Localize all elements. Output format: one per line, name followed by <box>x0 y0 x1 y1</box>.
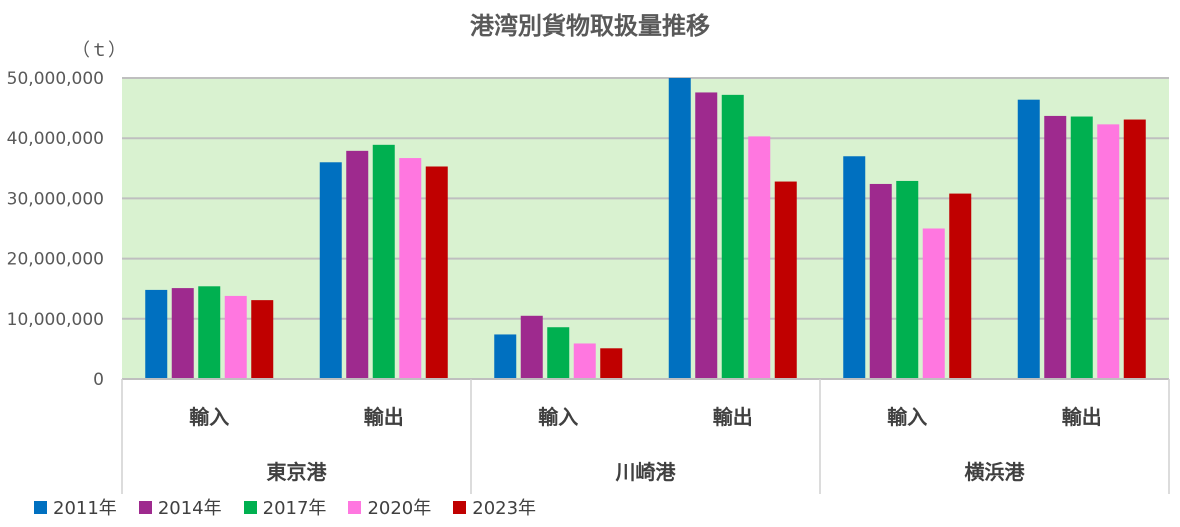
bar <box>748 136 771 379</box>
bar <box>721 94 744 379</box>
x-category-label: 輸出 <box>364 405 404 429</box>
bar <box>520 315 543 379</box>
legend-label: 2014年 <box>157 498 222 519</box>
legend-swatch <box>34 500 47 514</box>
legend-item: 2017年 <box>243 494 327 520</box>
bar <box>425 166 448 379</box>
legend-label: 2023年 <box>472 498 537 519</box>
bar <box>1070 116 1093 379</box>
bar <box>494 334 517 379</box>
bar <box>399 158 422 379</box>
bar <box>1044 115 1067 380</box>
x-group-label: 川崎港 <box>615 460 677 484</box>
legend-item: 2011年 <box>34 494 117 520</box>
bar <box>774 181 797 379</box>
bar <box>922 228 945 379</box>
y-tick-label: 30,000,000 <box>7 189 104 209</box>
x-category-label: 輸入 <box>538 405 578 429</box>
x-category-label: 輸出 <box>713 405 753 429</box>
y-tick-label: 20,000,000 <box>7 250 104 270</box>
legend-item: 2023年 <box>453 494 536 520</box>
legend-swatch <box>348 500 362 514</box>
bar <box>198 286 221 379</box>
legend-item: 2020年 <box>348 494 431 520</box>
x-category-label: 輸入 <box>887 405 927 429</box>
bar <box>319 162 342 379</box>
bar <box>1123 119 1146 380</box>
legend-label: 2017年 <box>262 498 327 519</box>
gridlines <box>122 77 1169 320</box>
bar <box>843 156 866 379</box>
bar <box>547 327 570 379</box>
bar <box>1017 99 1040 379</box>
legend: 2011年 2014年 2017年 2020年 2023年 <box>34 494 558 520</box>
plot-area <box>122 78 1169 379</box>
bar <box>869 183 892 379</box>
bar <box>695 92 718 379</box>
x-category-label: 輸出 <box>1062 405 1102 429</box>
bar <box>896 180 919 379</box>
bar <box>171 288 194 379</box>
legend-item: 2014年 <box>138 494 222 520</box>
bar <box>600 348 623 379</box>
y-tick-label: 40,000,000 <box>7 129 104 149</box>
bar <box>224 295 247 379</box>
bar <box>251 300 274 379</box>
legend-swatch <box>243 500 257 514</box>
bars <box>145 78 1146 380</box>
legend-label: 2011年 <box>53 498 117 519</box>
bar <box>372 144 395 379</box>
x-category-label: 輸入 <box>189 405 229 429</box>
bar <box>1097 124 1120 379</box>
x-group-label: 横浜港 <box>965 460 1026 484</box>
bar <box>346 150 369 379</box>
y-axis-unit-label: （ｔ） <box>72 40 126 61</box>
legend-swatch <box>138 500 152 514</box>
y-tick-label: 10,000,000 <box>7 310 104 330</box>
y-tick-label: 0 <box>93 370 104 390</box>
bar <box>573 343 596 379</box>
bar <box>145 289 168 379</box>
legend-label: 2020年 <box>367 498 432 519</box>
bar <box>668 78 691 379</box>
bar <box>949 193 972 379</box>
chart-title: 港湾別貨物取扱量推移 <box>470 12 710 40</box>
legend-swatch <box>453 500 467 514</box>
y-tick-label: 50,000,000 <box>7 69 104 89</box>
y-axis-tick-labels: 0 10,000,000 20,000,000 30,000,000 40,000,00… <box>7 69 104 390</box>
x-group-label: 東京港 <box>267 460 328 484</box>
